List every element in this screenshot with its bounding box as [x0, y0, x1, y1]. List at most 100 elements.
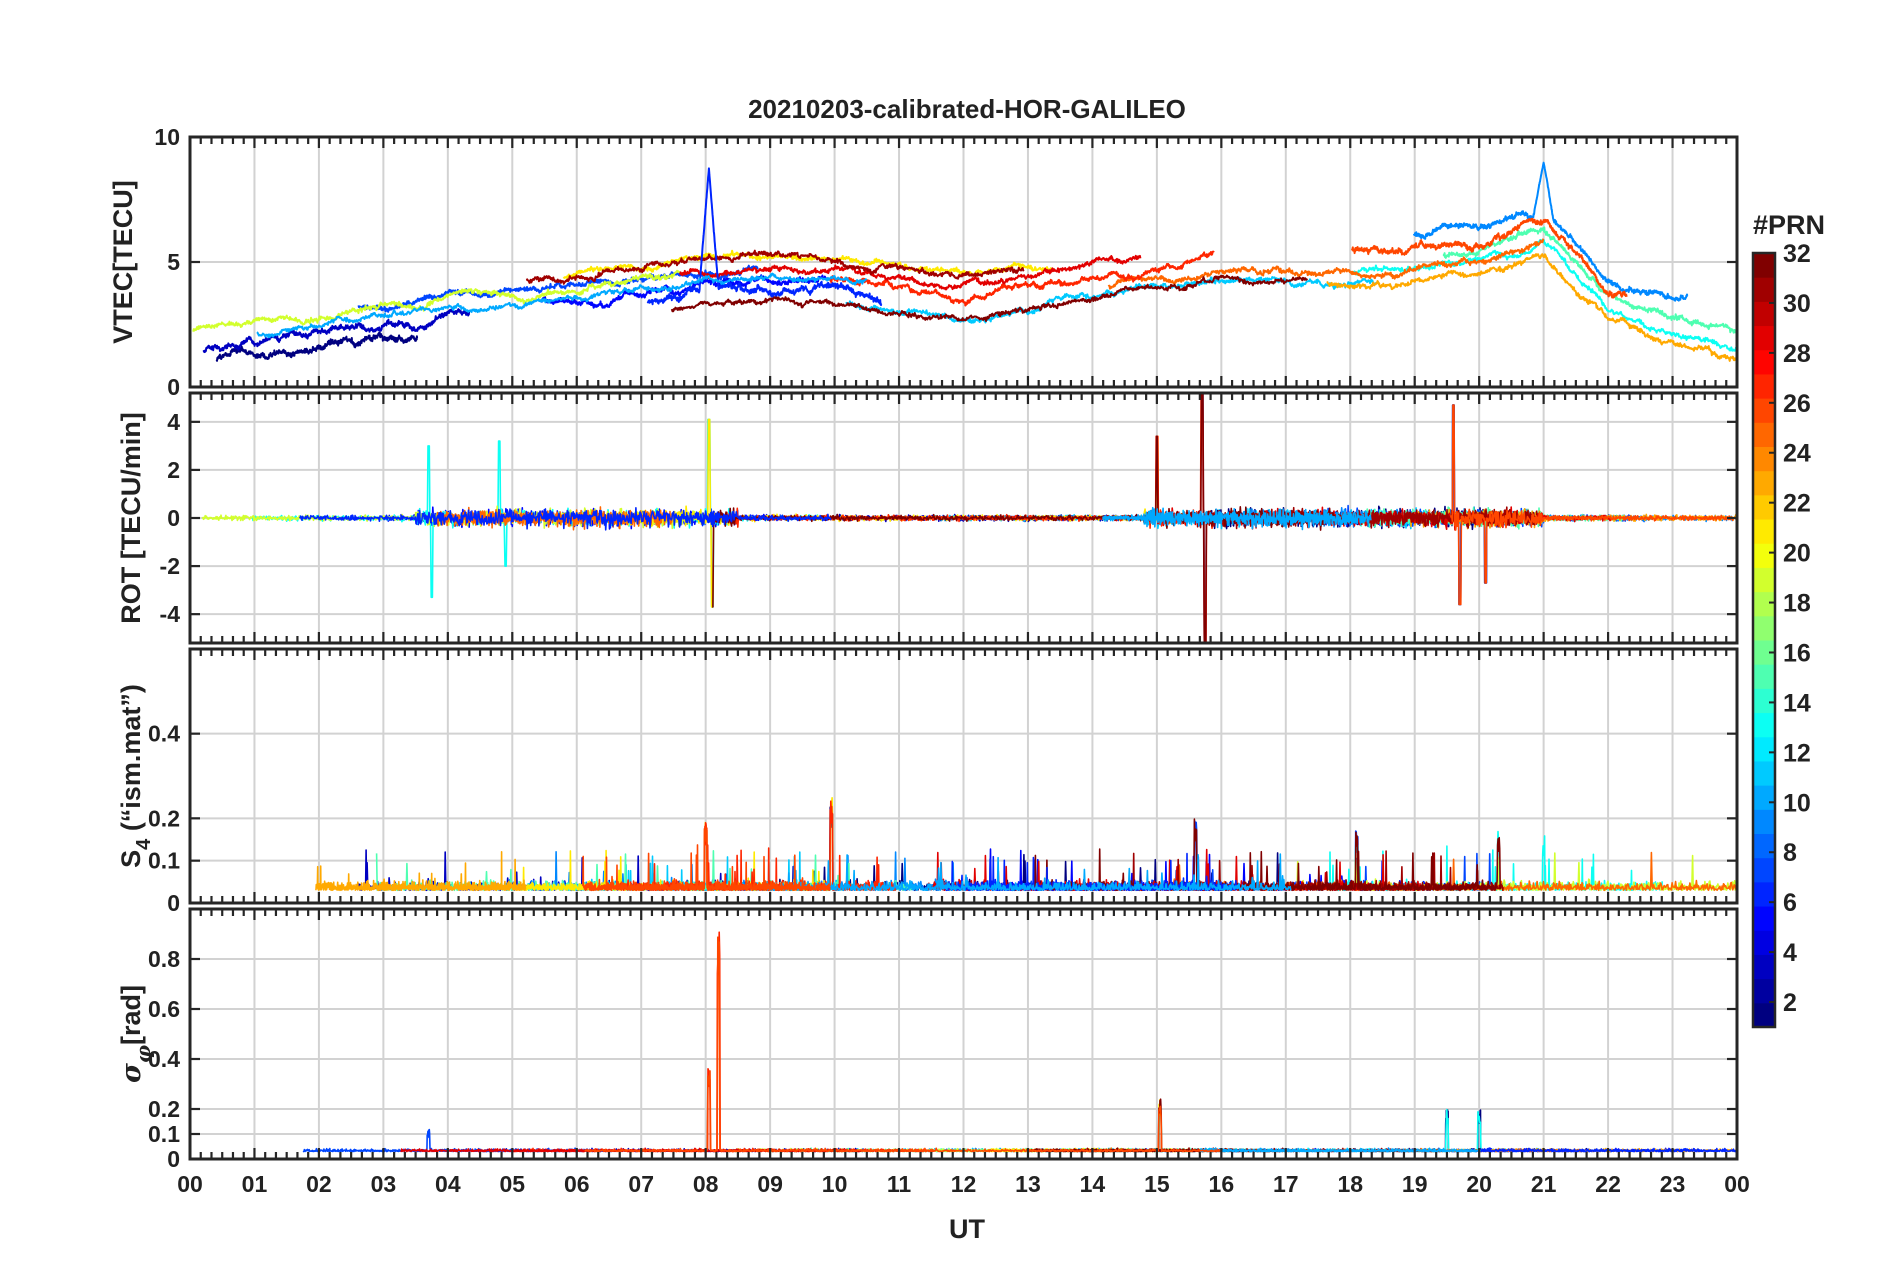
colorbar-segment: [1753, 422, 1775, 447]
series-line-prn-10: [1102, 506, 1372, 531]
colorbar-segment: [1753, 640, 1775, 665]
series-line-prn-7: [357, 264, 759, 313]
series-group: [201, 393, 1737, 643]
colorbar-tick-label: 12: [1783, 739, 1811, 767]
colorbar-tick-label: 4: [1783, 939, 1797, 967]
y-axis-label: ROT [TECU/min]: [116, 412, 146, 623]
colorbar-segment: [1753, 615, 1775, 641]
series-line-prn-23: [315, 850, 527, 892]
x-tick-label: 10: [822, 1171, 848, 1197]
x-tick-label: 13: [1015, 1171, 1041, 1197]
series-line-prn-1: [215, 331, 419, 362]
y-tick-label: 0: [167, 505, 180, 531]
x-tick-label: 20: [1466, 1171, 1492, 1197]
colorbar-segment: [1753, 373, 1775, 399]
y-tick-label: 0.1: [148, 848, 180, 874]
x-tick-label: 08: [693, 1171, 719, 1197]
y-tick-label: 0.4: [148, 721, 180, 747]
colorbar-segment: [1753, 736, 1775, 762]
series-line-prn-10: [765, 853, 1292, 892]
colorbar-frame: [1751, 251, 1777, 1029]
colorbar-segment: [1753, 833, 1775, 859]
series-line-prn-5: [540, 274, 827, 309]
y-tick-label: 5: [167, 249, 180, 275]
x-tick-label: 11: [887, 1171, 912, 1197]
panel-vtec: 0 5 10 VTEC[TECU]: [108, 124, 1739, 400]
x-tick-label: 06: [564, 1171, 590, 1197]
x-axis: 00 01 02 03 04 05 06 07 08 09 10 11 12 13 14 15 16 17 18 19…: [177, 1171, 1750, 1197]
series-line-prn-27: [828, 250, 1215, 307]
series-line-prn-10: [256, 272, 868, 339]
colorbar-tick-label: 18: [1783, 590, 1811, 618]
x-tick-label: 04: [435, 1171, 461, 1197]
colorbar-tick-label: 22: [1783, 490, 1811, 518]
colorbar-segment: [1753, 567, 1775, 593]
colorbar-segment: [1753, 809, 1775, 834]
colorbar-tick-label: 16: [1783, 639, 1811, 667]
x-tick-label: 22: [1595, 1171, 1621, 1197]
series-line-prn-23: [1326, 253, 1737, 362]
series-line-prn-26: [1449, 404, 1737, 606]
colorbar-segment: [1753, 1002, 1775, 1028]
colorbar-tick-label: 28: [1783, 340, 1811, 368]
y-axis-label: VTEC[TECU]: [108, 180, 138, 344]
colorbar-segment: [1753, 978, 1775, 1004]
chart-title: 20210203-calibrated-HOR-GALILEO: [748, 94, 1186, 124]
y-tick-label: 0.4: [148, 1046, 180, 1072]
colorbar-segment: [1753, 688, 1775, 714]
x-tick-label: 01: [242, 1171, 268, 1197]
colorbar-segment: [1753, 470, 1775, 496]
colorbar-tick-label: 24: [1783, 440, 1811, 468]
colorbar-segment: [1753, 446, 1775, 472]
y-tick-label: 0.8: [148, 946, 180, 972]
colorbar-segment: [1753, 543, 1775, 568]
series-line-prn-26: [1350, 217, 1628, 299]
y-tick-label: 0.1: [148, 1121, 180, 1147]
series-line-prn-26: [584, 936, 1222, 1153]
colorbar-segment: [1753, 398, 1775, 423]
y-tick-label: 0: [167, 890, 180, 916]
colorbar-segment: [1753, 253, 1775, 278]
colorbar-segment: [1753, 349, 1775, 375]
x-tick-label: 09: [757, 1171, 783, 1197]
x-tick-label: 18: [1337, 1171, 1363, 1197]
colorbar-segment: [1753, 906, 1775, 931]
series-group: [302, 931, 1737, 1153]
colorbar-segment: [1753, 519, 1775, 544]
x-tick-label: 00: [1724, 1171, 1750, 1197]
x-tick-label: 21: [1531, 1171, 1557, 1197]
series-line-prn-31: [525, 249, 1025, 285]
x-tick-label: 03: [371, 1171, 397, 1197]
colorbar-segment: [1753, 785, 1775, 810]
y-tick-label: 0: [167, 374, 180, 400]
y-tick-label: 0.6: [148, 996, 180, 1022]
colorbar-segment: [1753, 325, 1775, 351]
series-line-prn-26: [581, 825, 831, 892]
y-axis-label: S4 (“ism.mat”): [116, 684, 155, 868]
colorbar-label: #PRN: [1753, 210, 1825, 240]
x-tick-label: 14: [1080, 1171, 1106, 1197]
colorbar-tick-label: 30: [1783, 290, 1811, 318]
colorbar-segment: [1753, 712, 1775, 738]
colorbar-segment: [1753, 591, 1775, 617]
x-tick-label: 12: [951, 1171, 977, 1197]
y-tick-label: 0.2: [148, 805, 180, 831]
series-line-prn-32: [670, 274, 1309, 322]
colorbar-tick-label: 8: [1783, 839, 1797, 867]
colorbar-segment: [1753, 664, 1775, 689]
colorbar-segment: [1753, 277, 1775, 302]
colorbar-tick-label: 6: [1783, 889, 1797, 917]
colorbar-segment: [1753, 857, 1775, 883]
panel-sigma_phi: 00.10.2 0.4 0.6 0.8 σφ[rad]: [116, 907, 1739, 1172]
x-tick-label: 02: [306, 1171, 332, 1197]
series-line-prn-6: [298, 506, 832, 531]
x-tick-label: 16: [1209, 1171, 1235, 1197]
colorbar-segment: [1753, 760, 1775, 786]
x-tick-label: 00: [177, 1171, 203, 1197]
y-tick-label: 4: [167, 409, 180, 435]
series-line-prn-25: [1107, 238, 1545, 290]
series-line-prn-19: [192, 269, 681, 332]
panel-s4: 0 0.1 0.2 0.4S4 (“ism.mat”): [116, 647, 1739, 916]
